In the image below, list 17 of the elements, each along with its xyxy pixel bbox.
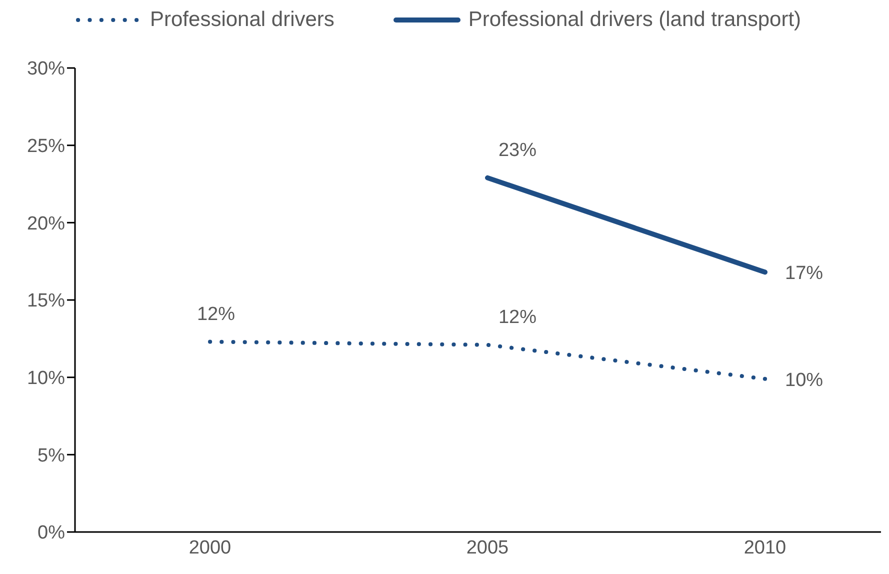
x-tick-label: 2000	[188, 537, 232, 558]
data-label: 10%	[785, 370, 824, 391]
y-tick-label: 0%	[38, 522, 66, 544]
y-tick-label: 20%	[26, 213, 66, 234]
data-label: 12%	[498, 306, 537, 328]
y-tick-label: 15%	[26, 290, 66, 312]
x-tick-label: 2010	[744, 537, 786, 558]
y-tick-label: 5%	[38, 445, 66, 466]
legend-label: Professional drivers	[150, 8, 334, 32]
data-label: 17%	[785, 263, 824, 284]
legend-label: Professional drivers (land transport)	[468, 8, 802, 32]
y-tick-label: 10%	[26, 368, 66, 390]
data-label: 23%	[498, 140, 537, 161]
y-tick-label: 30%	[26, 58, 66, 80]
data-label: 12%	[196, 304, 236, 325]
x-tick-label: 2005	[466, 537, 509, 558]
y-tick-label: 25%	[26, 136, 66, 158]
